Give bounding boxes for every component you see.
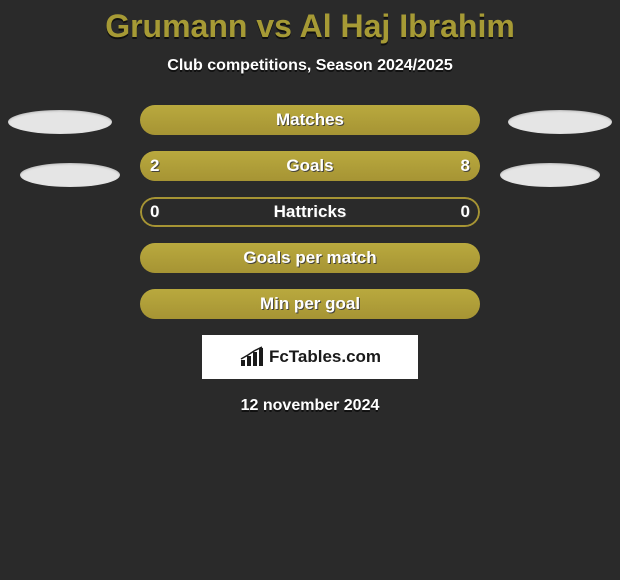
- stat-bar-matches: Matches: [140, 105, 480, 135]
- avatar-right-primary: [508, 110, 612, 134]
- page-subtitle: Club competitions, Season 2024/2025: [0, 57, 620, 75]
- bar-label: Min per goal: [140, 289, 480, 319]
- bar-label: Goals per match: [140, 243, 480, 273]
- stat-bar-min-per-goal: Min per goal: [140, 289, 480, 319]
- comparison-panel: Matches Goals2 8 Hattricks0 0 Goals per match…: [0, 105, 620, 415]
- avatar-left-secondary: [20, 163, 120, 187]
- avatar-left-primary: [8, 110, 112, 134]
- brand-box: FcTables.com: [202, 335, 418, 379]
- bar-chart-icon: [239, 346, 265, 368]
- bar-label: Goals: [140, 151, 480, 181]
- bar-label: Matches: [140, 105, 480, 135]
- bar-value-left: 2: [150, 151, 159, 181]
- stat-bar-goals: Goals2 8: [140, 151, 480, 181]
- bar-value-right: 8: [461, 151, 470, 181]
- bar-value-right: 0: [461, 197, 470, 227]
- bar-label: Hattricks: [140, 197, 480, 227]
- avatar-right-secondary: [500, 163, 600, 187]
- date-label: 12 november 2024: [0, 397, 620, 415]
- stat-bar-goals-per-match: Goals per match: [140, 243, 480, 273]
- stat-bars: Matches Goals2 8 Hattricks0 0 Goals per match…: [140, 105, 480, 319]
- stat-bar-hattricks: Hattricks0 0: [140, 197, 480, 227]
- brand-text: FcTables.com: [269, 347, 381, 367]
- bar-value-left: 0: [150, 197, 159, 227]
- page-title: Grumann vs Al Haj Ibrahim: [0, 0, 620, 45]
